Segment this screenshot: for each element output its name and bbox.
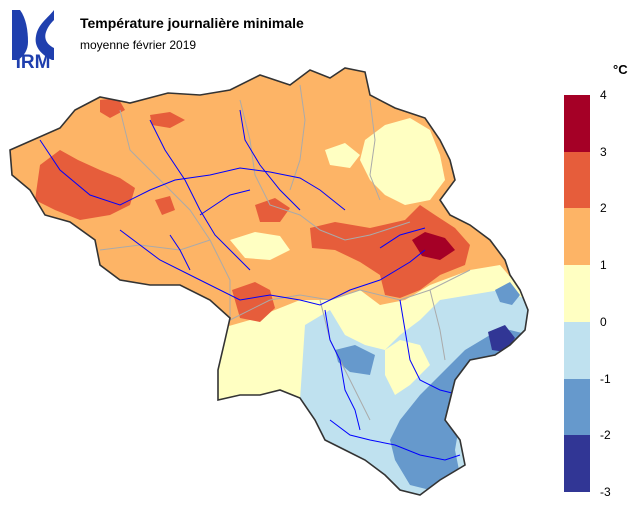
legend-tick-label: -1 <box>600 371 611 386</box>
zone-2-to-3 <box>150 112 185 128</box>
zone-minus2-to-minus1 <box>495 282 520 305</box>
legend-tick-label: 1 <box>600 258 607 273</box>
legend-swatch <box>564 321 590 380</box>
legend-tick-label: 0 <box>600 314 607 329</box>
legend-swatch <box>564 151 590 209</box>
zone-0-to-1 <box>325 143 360 168</box>
zone-2-to-3 <box>35 150 135 220</box>
map-subtitle: moyenne février 2019 <box>80 38 197 52</box>
zone-0-to-1 <box>360 118 445 205</box>
zone-2-to-3 <box>100 98 125 118</box>
legend-tick-label: 3 <box>600 144 607 159</box>
zone-minus2-to-minus1 <box>335 345 375 375</box>
zone-0-to-1 <box>385 340 430 395</box>
belgium-border <box>9 67 529 496</box>
legend-tick-label: -2 <box>600 428 611 443</box>
legend-swatch <box>564 435 590 493</box>
zone-3-to-4 <box>412 232 455 260</box>
zone-2-to-3 <box>155 196 175 215</box>
irm-logo-shape <box>35 10 54 60</box>
legend-swatch <box>564 378 590 436</box>
zone-2-to-3 <box>310 205 470 298</box>
map-title: Température journalière minimale <box>80 15 304 31</box>
legend-unit: °C <box>613 62 628 77</box>
legend-swatch <box>564 265 590 323</box>
legend-tick-label: -3 <box>600 485 611 499</box>
legend-swatch <box>564 95 590 153</box>
zone-0-to-1 <box>230 232 290 260</box>
legend-swatch <box>564 208 590 266</box>
irm-logo-text: IRM <box>15 52 51 73</box>
zone-2-to-3 <box>232 282 275 322</box>
zone-0-to-1 <box>240 372 275 395</box>
legend-tick-label: 2 <box>600 201 607 216</box>
rivers <box>39 109 461 461</box>
irm-logo-shape <box>12 10 28 60</box>
irm-logo <box>12 10 54 60</box>
legend-colorbar <box>564 95 590 493</box>
legend-tick-label: 4 <box>600 88 607 102</box>
zone-2-to-3 <box>255 198 290 222</box>
